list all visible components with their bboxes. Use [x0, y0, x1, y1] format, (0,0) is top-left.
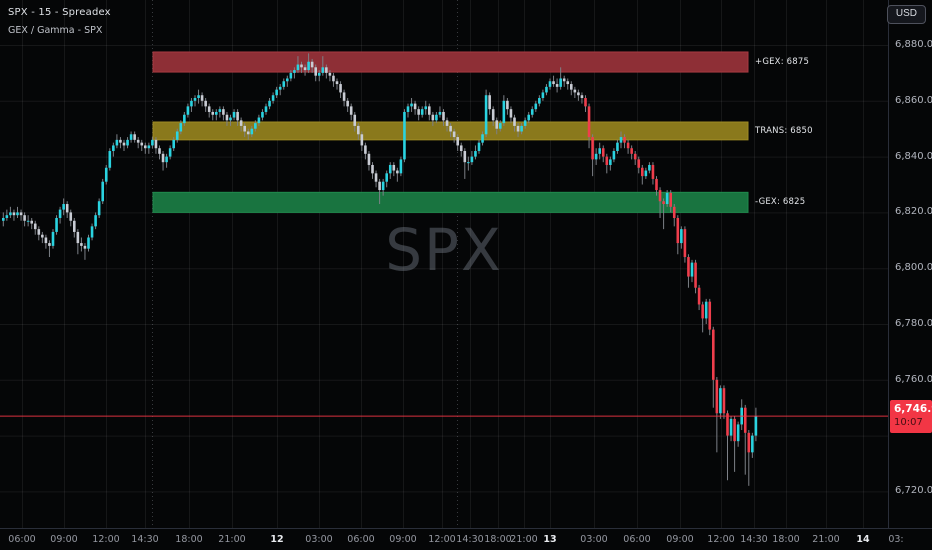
price-axis-label: 6,820.00 — [895, 206, 932, 218]
time-axis-day-label: 12 — [270, 534, 284, 545]
currency-button[interactable]: USD — [886, 5, 926, 24]
time-axis-label: 03: — [888, 534, 904, 545]
price-axis-label: 6,760.00 — [895, 373, 932, 385]
price-axis-label: 6,720.00 — [895, 485, 932, 497]
time-axis[interactable]: 06:00 09:00 12:00 14:30 18:00 21:00 12 03:00 06:… — [0, 528, 932, 550]
price-chart[interactable] — [0, 0, 888, 528]
gex-level-label-transition: TRANS: 6850 — [755, 125, 813, 136]
time-axis-label: 21:00 — [812, 534, 840, 545]
time-axis-label: 18:00 — [175, 534, 203, 545]
time-axis-label: 03:00 — [305, 534, 333, 545]
time-axis-label: 14:30 — [456, 534, 484, 545]
time-axis-label: 21:00 — [218, 534, 246, 545]
price-axis-label: 6,840.00 — [895, 150, 932, 162]
bar-countdown: 10:07 — [894, 417, 923, 429]
time-axis-day-label: 14 — [856, 534, 870, 545]
time-axis-label: 06:00 — [347, 534, 375, 545]
grid-lines — [0, 0, 888, 528]
price-axis[interactable]: 6,746.96 10:07 6,880.00 6,860.00 6,840.00 6… — [888, 0, 932, 528]
gex-band-negative-gex — [152, 191, 749, 213]
time-axis-day-label: 13 — [543, 534, 557, 545]
time-axis-label: 18:00 — [772, 534, 800, 545]
time-axis-label: 14:30 — [131, 534, 159, 545]
time-axis-label: 18:00 — [484, 534, 512, 545]
indicator-title[interactable]: GEX / Gamma - SPX — [8, 25, 103, 36]
chart-legend: SPX - 15 - Spreadex GEX / Gamma - SPX — [8, 7, 111, 36]
last-price-value: 6,746.96 — [894, 403, 932, 416]
time-axis-label: 09:00 — [389, 534, 417, 545]
symbol-title[interactable]: SPX - 15 - Spreadex — [8, 7, 111, 18]
gex-band-positive-gex — [152, 51, 749, 73]
time-axis-label: 06:00 — [8, 534, 36, 545]
time-axis-label: 06:00 — [623, 534, 651, 545]
last-price-label: 6,746.96 10:07 — [890, 400, 932, 434]
time-axis-label: 14:30 — [740, 534, 768, 545]
time-axis-label: 12:00 — [707, 534, 735, 545]
time-axis-label: 03:00 — [580, 534, 608, 545]
price-axis-label: 6,800.00 — [895, 262, 932, 274]
candlestick-series — [2, 53, 758, 486]
gex-level-label-negative-gex: -GEX: 6825 — [755, 197, 806, 208]
gex-level-label-positive-gex: +GEX: 6875 — [755, 57, 810, 68]
time-axis-label: 09:00 — [666, 534, 694, 545]
price-axis-label: 6,780.00 — [895, 318, 932, 329]
time-axis-label: 12:00 — [92, 534, 120, 545]
price-axis-label: 6,860.00 — [895, 94, 932, 106]
session-dividers — [152, 0, 458, 528]
time-axis-label: 09:00 — [50, 534, 78, 545]
price-axis-label: 6,880.00 — [895, 39, 932, 50]
time-axis-label: 12:00 — [428, 534, 456, 545]
time-axis-label: 21:00 — [510, 534, 538, 545]
